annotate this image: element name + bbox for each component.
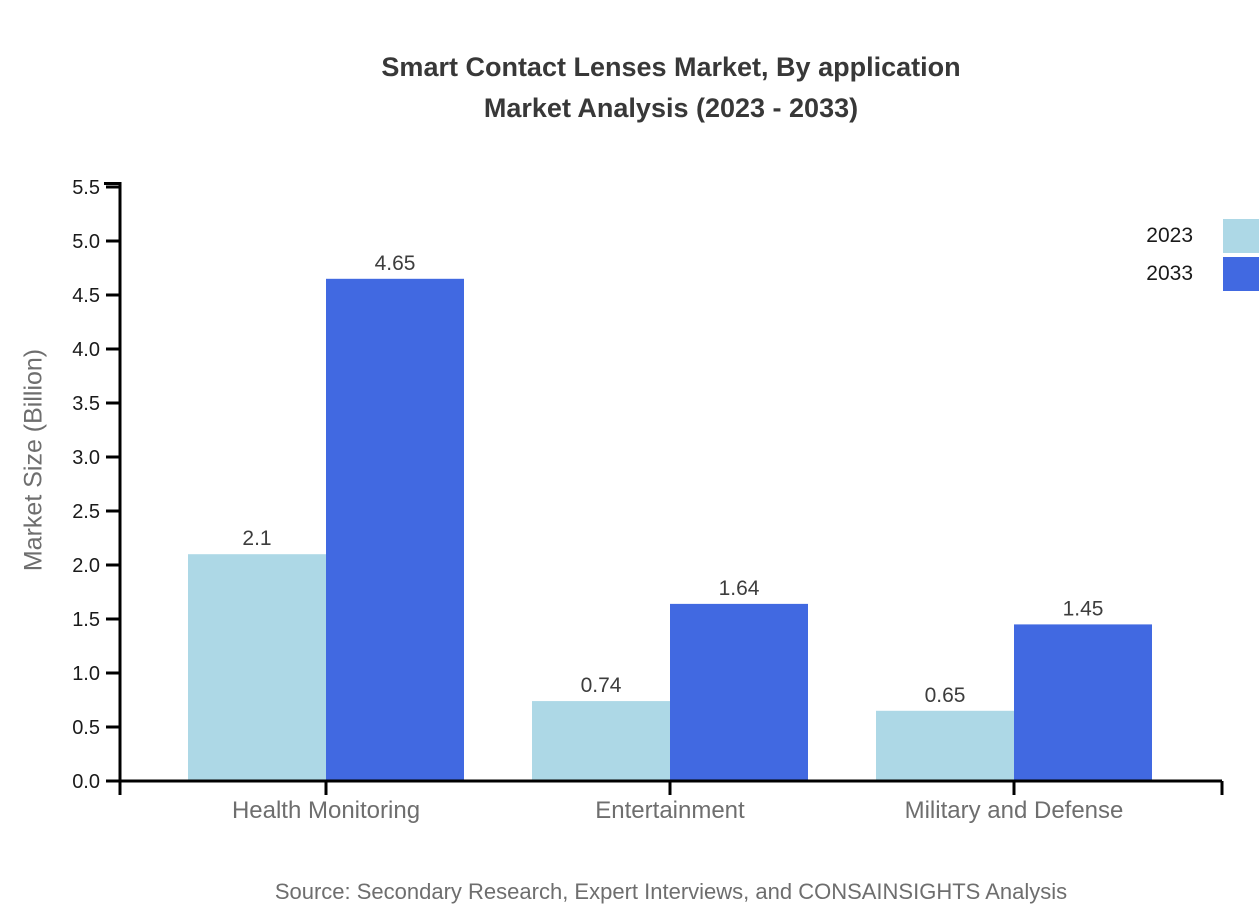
y-tick-label: 1.5 bbox=[72, 609, 100, 631]
bar-2023-entertainment bbox=[532, 701, 670, 781]
bar-2033-entertainment bbox=[670, 603, 808, 781]
chart-title-line2: Market Analysis (2023 - 2033) bbox=[483, 93, 859, 123]
legend: 2023 2033 bbox=[1146, 219, 1259, 295]
y-tick-label: 0.5 bbox=[72, 717, 100, 739]
source-note: Source: Secondary Research, Expert Inter… bbox=[274, 879, 1068, 904]
legend-item-2033: 2033 bbox=[1146, 257, 1259, 291]
y-tick-label: 5.5 bbox=[72, 177, 100, 199]
y-tick-label: 3.5 bbox=[72, 393, 100, 415]
y-tick-label: 2.5 bbox=[72, 501, 100, 523]
y-tick-label: 0.0 bbox=[72, 771, 100, 793]
chart-title-line1: Smart Contact Lenses Market, By applicat… bbox=[381, 52, 961, 82]
bar-value-label-2023-health-monitoring: 2.1 bbox=[242, 527, 271, 550]
y-tick-label: 2.0 bbox=[72, 555, 100, 577]
y-tick-label: 1.0 bbox=[72, 663, 100, 685]
bar-value-label-2023-entertainment: 0.74 bbox=[581, 674, 622, 697]
bar-2023-health-monitoring bbox=[188, 554, 326, 781]
x-category-label-health-monitoring: Health Monitoring bbox=[232, 797, 420, 824]
x-category-label-entertainment: Entertainment bbox=[595, 797, 745, 824]
bar-value-label-2033-health-monitoring: 4.65 bbox=[375, 252, 416, 275]
bar-value-label-2033-military-and-defense: 1.45 bbox=[1063, 597, 1104, 620]
legend-swatch-2023 bbox=[1223, 219, 1259, 253]
y-tick-label: 4.5 bbox=[72, 285, 100, 307]
y-tick-label: 3.0 bbox=[72, 447, 100, 469]
bar-2033-health-monitoring bbox=[326, 278, 464, 781]
legend-label-2033: 2033 bbox=[1146, 262, 1193, 285]
chart-title: Smart Contact Lenses Market, By applicat… bbox=[120, 47, 1222, 129]
legend-label-2023: 2023 bbox=[1146, 224, 1193, 247]
legend-item-2023: 2023 bbox=[1146, 219, 1259, 253]
bar-value-label-2023-military-and-defense: 0.65 bbox=[925, 684, 966, 707]
y-tick-label: 4.0 bbox=[72, 339, 100, 361]
x-category-label-military-and-defense: Military and Defense bbox=[905, 797, 1124, 824]
y-tick-label: 5.0 bbox=[72, 231, 100, 253]
legend-swatch-2033 bbox=[1223, 257, 1259, 291]
bar-value-label-2033-entertainment: 1.64 bbox=[719, 577, 760, 600]
bar-2033-military-and-defense bbox=[1014, 624, 1152, 781]
bar-2023-military-and-defense bbox=[876, 710, 1014, 781]
